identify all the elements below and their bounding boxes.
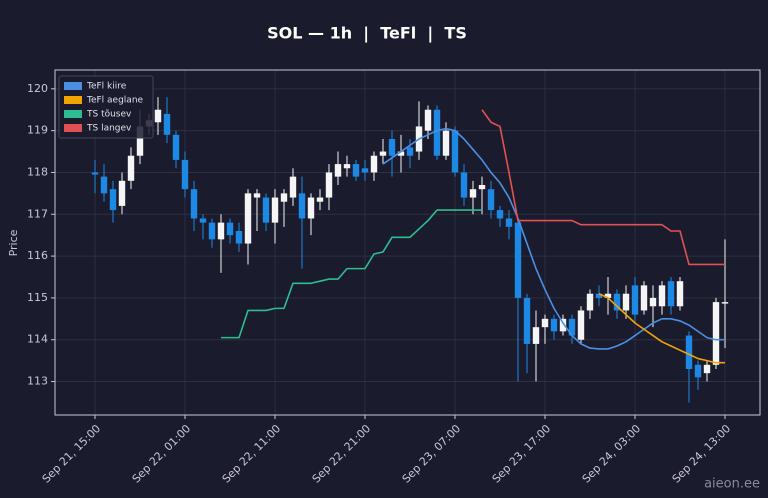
candle-body [559, 318, 567, 332]
candle-body [550, 318, 558, 332]
overlay-line [598, 293, 725, 364]
candle-body [478, 185, 486, 190]
legend-label: TeFl kiire [86, 82, 127, 92]
candle-body [397, 151, 405, 156]
candle-body [280, 193, 288, 202]
candle-body [379, 151, 387, 156]
candle-body [487, 189, 495, 211]
candle-body [586, 293, 594, 311]
candle-body [640, 285, 648, 311]
candle-body [541, 318, 549, 328]
candle-body [424, 109, 432, 131]
candle-body [406, 147, 414, 156]
y-tick-label: 120 [27, 82, 48, 95]
candle-body [433, 109, 441, 156]
candle-body [136, 126, 144, 156]
candle-body [262, 197, 270, 223]
candle-body [217, 222, 225, 240]
candle-body [181, 159, 189, 190]
candle-body [253, 193, 261, 198]
candle-body [694, 364, 702, 378]
legend-swatch [64, 124, 82, 132]
candle-body [604, 293, 612, 298]
candle-body [523, 297, 531, 344]
candle-body [658, 285, 666, 307]
candle-body [271, 197, 279, 223]
candle-body [118, 180, 126, 206]
candle-body [622, 293, 630, 311]
candle-body [613, 293, 621, 311]
candle-body [343, 164, 351, 169]
y-tick-label: 114 [27, 333, 48, 346]
candle-body [298, 193, 306, 219]
plot-frame [54, 69, 761, 416]
candle-body [316, 197, 324, 202]
candle-body [100, 176, 108, 194]
candle-body [352, 164, 360, 177]
candle-body [307, 197, 315, 219]
candle-body [505, 218, 513, 227]
candle-body [163, 113, 171, 135]
overlay-line [382, 127, 725, 350]
candle-body [172, 134, 180, 160]
candle-body [91, 172, 99, 175]
candle-body [568, 318, 576, 336]
candle-body [532, 327, 540, 344]
candle-body [451, 130, 459, 173]
legend-label: TeFl aeglane [86, 96, 144, 106]
candle-body [190, 189, 198, 219]
y-tick-label: 115 [27, 291, 48, 304]
candle-body [676, 281, 684, 307]
candle-body [361, 168, 369, 173]
candle-body [496, 210, 504, 219]
candle-body [289, 176, 297, 198]
candle-body [685, 335, 693, 369]
candle-body [631, 285, 639, 315]
overlay-line [221, 209, 482, 339]
y-tick-label: 118 [27, 165, 48, 178]
legend-label: TS langev [86, 124, 132, 134]
y-axis-label: Price [7, 229, 20, 256]
candle-body [388, 139, 396, 156]
candle-body [370, 155, 378, 173]
candle-body [244, 193, 252, 244]
candle-body [127, 155, 135, 181]
candle-body [109, 189, 117, 211]
candle-body [712, 302, 720, 365]
candle-body [325, 172, 333, 198]
candle-body [595, 293, 603, 298]
watermark: aieon.ee [704, 477, 760, 492]
candle-body [667, 281, 675, 307]
chart-title: SOL — 1h | TeFl | TS [267, 24, 467, 44]
y-tick-label: 119 [27, 124, 48, 137]
candle-body [226, 222, 234, 236]
candle-body [514, 222, 522, 298]
y-tick-label: 116 [27, 249, 48, 262]
candle-body [649, 297, 657, 307]
candle-body [469, 189, 477, 198]
legend-label: TS tõusev [86, 110, 132, 120]
legend-swatch [64, 110, 82, 118]
legend-swatch [64, 82, 82, 90]
candle-body [208, 222, 216, 240]
legend-box [58, 75, 154, 139]
candle-body [460, 172, 468, 198]
legend-swatch [64, 96, 82, 104]
candle-body [199, 218, 207, 223]
candle-body [154, 109, 162, 123]
candle-body [442, 130, 450, 156]
y-tick-label: 117 [27, 207, 48, 220]
candle-body [703, 364, 711, 374]
overlay-line [481, 109, 725, 266]
candle-body [577, 310, 585, 340]
candle-body [235, 231, 243, 244]
candle-body [721, 302, 729, 304]
candle-body [334, 164, 342, 177]
y-tick-label: 113 [27, 375, 48, 388]
